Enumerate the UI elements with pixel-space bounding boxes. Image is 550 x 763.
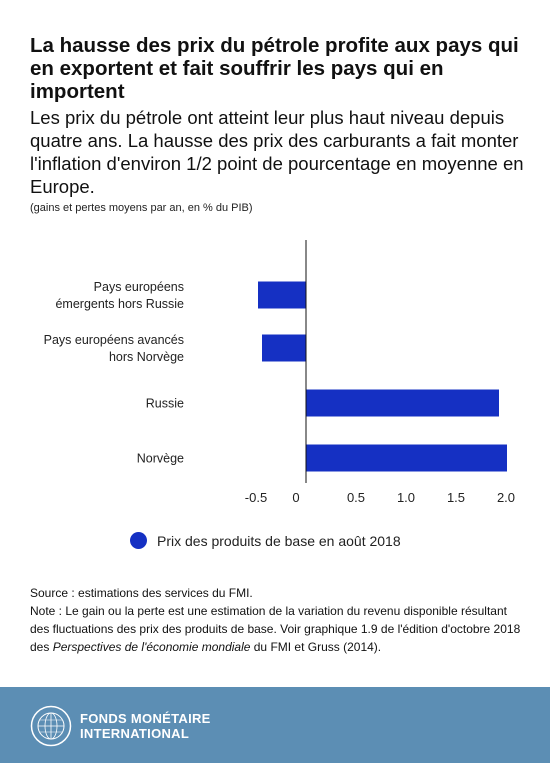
notes: Source : estimations des services du FMI… bbox=[30, 584, 525, 656]
footer-bar: FONDS MONÉTAIRE INTERNATIONAL bbox=[0, 687, 550, 763]
source-text: Source : estimations des services du FMI… bbox=[30, 586, 253, 600]
note-suffix: du FMI et Gruss (2014). bbox=[250, 640, 382, 654]
x-tick-label-3: 1.0 bbox=[397, 490, 415, 505]
x-tick-label-5: 2.0 bbox=[497, 490, 515, 505]
legend: Prix des produits de base en août 2018 bbox=[130, 532, 401, 549]
note-publication: Perspectives de l'économie mondiale bbox=[52, 640, 251, 654]
x-tick-label-1: 0 bbox=[292, 490, 299, 505]
note-text: Note : Le gain ou la perte est une estim… bbox=[30, 602, 525, 656]
category-label-0: Pays européens émergents hors Russie bbox=[55, 280, 184, 311]
legend-swatch bbox=[130, 532, 147, 549]
legend-label: Prix des produits de base en août 2018 bbox=[157, 532, 401, 549]
logo-line-1: FONDS MONÉTAIRE bbox=[80, 711, 211, 726]
imf-seal-icon bbox=[30, 705, 72, 747]
bar-3 bbox=[306, 444, 507, 472]
category-label-2: Russie bbox=[146, 397, 184, 411]
chart-title: La hausse des prix du pétrole profite au… bbox=[30, 34, 519, 103]
logo-line-2: INTERNATIONAL bbox=[80, 726, 190, 741]
x-tick-label-0: -0.5 bbox=[245, 490, 267, 505]
bar-2 bbox=[306, 389, 499, 417]
unit-note: (gains et pertes moyens par an, en % du … bbox=[30, 202, 253, 214]
note-prefix: Note : Le gain ou la perte est une estim… bbox=[30, 604, 521, 654]
bar-chart: Pays européens émergents hors Russie Pays … bbox=[44, 240, 515, 505]
bar-0 bbox=[258, 281, 306, 309]
bar-1 bbox=[262, 334, 306, 362]
category-label-1: Pays européens avancés hors Norvège bbox=[44, 333, 184, 364]
chart-subtitle: Les prix du pétrole ont atteint leur plu… bbox=[30, 107, 524, 197]
imf-wordmark: FONDS MONÉTAIRE INTERNATIONAL bbox=[80, 711, 211, 741]
x-tick-label-4: 1.5 bbox=[447, 490, 465, 505]
category-label-3: Norvège bbox=[137, 452, 184, 466]
x-tick-label-2: 0.5 bbox=[347, 490, 365, 505]
